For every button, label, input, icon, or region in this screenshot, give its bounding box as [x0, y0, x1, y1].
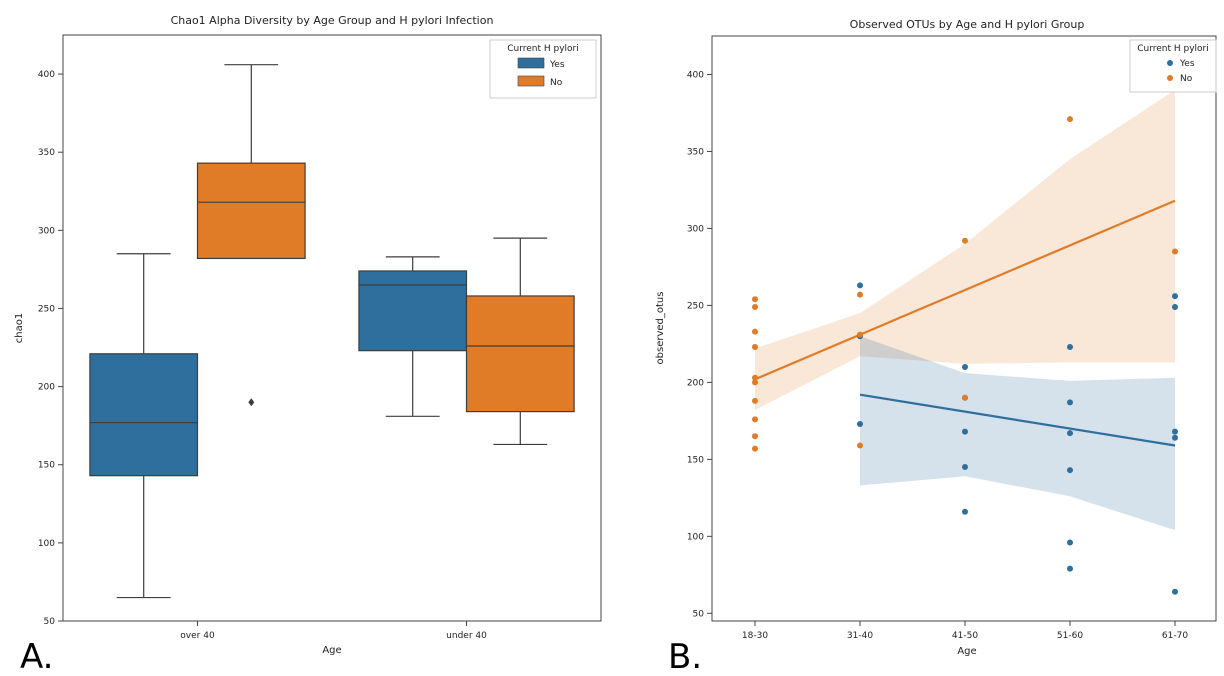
chart-b-marks: [752, 89, 1178, 595]
chart-b-plot-area: [711, 35, 1217, 622]
box-body: [465, 295, 575, 413]
chart-a-ytick-label: 300: [38, 226, 55, 236]
scatter-point-no: [752, 303, 758, 310]
scatter-point-no: [857, 331, 863, 338]
chart-b-xtick-label: 41-50: [952, 631, 978, 641]
chart-b-ytick-label: 300: [687, 224, 704, 234]
scatter-point-no: [752, 445, 758, 452]
chart-a-boxes: [89, 64, 575, 599]
box-body: [89, 353, 199, 477]
scatter-point-yes: [1172, 434, 1178, 441]
chart-a-legend-box: [489, 39, 597, 99]
scatter-point-no: [752, 343, 758, 350]
scatter-point-no: [752, 397, 758, 404]
scatter-point-yes: [962, 363, 968, 370]
scatter-point-yes: [1172, 588, 1178, 595]
chart-a-legend-swatch-no: [517, 75, 545, 87]
box-body: [196, 162, 306, 260]
panel-b-label: B.: [668, 637, 702, 676]
chart-a-title: Chao1 Alpha Diversity by Age Group and H…: [171, 14, 494, 27]
scatter-point-no: [962, 237, 968, 244]
scatter-point-yes: [857, 282, 863, 289]
chart-a-legend-swatch-yes: [517, 57, 545, 69]
box-body: [358, 270, 468, 352]
chart-a-ylabel: chao1: [14, 313, 25, 343]
scatter-point-no: [1172, 248, 1178, 255]
scatter-point-no: [752, 433, 758, 440]
scatter-point-no: [752, 379, 758, 386]
panel-a-label: A.: [20, 637, 53, 676]
scatter-point-yes: [857, 420, 863, 427]
scatter-point-no: [1067, 116, 1073, 123]
chart-a-xlabel: Age: [322, 645, 341, 656]
chart-b-legend-title: Current H pylori: [1137, 44, 1209, 54]
chart-a-ytick-label: 250: [38, 304, 55, 314]
chart-b-ytick-label: 50: [693, 609, 705, 619]
chart-a-legend: Current H pylori Yes No: [489, 39, 597, 99]
scatter-point-yes: [1172, 428, 1178, 435]
chart-b-legend-label-yes: Yes: [1179, 59, 1195, 69]
chart-b-y-axis: 50 100 150 200 250 300 350 400: [687, 70, 712, 619]
ci-band-no: [755, 89, 1175, 411]
chart-b-legend-marker-yes: [1167, 60, 1173, 66]
chart-a-ytick-label: 200: [38, 383, 55, 393]
scatter-point-yes: [1067, 565, 1073, 572]
scatter-point-yes: [1067, 539, 1073, 546]
chart-b-xtick-label: 18-30: [742, 631, 768, 641]
chart-b-x-axis: 18-30 31-40 41-50 51-60 61-70: [742, 621, 1188, 641]
scatter-point-yes: [1172, 293, 1178, 300]
chart-a-ytick-label: 400: [38, 70, 55, 80]
regression-line-yes: [859, 393, 1176, 447]
scatter-point-no: [857, 291, 863, 298]
chart-b-xtick-label: 61-70: [1162, 631, 1188, 641]
chart-a-ytick-label: 100: [38, 539, 55, 549]
chart-b-legend-marker-no: [1167, 75, 1173, 81]
scatter-point-yes: [962, 508, 968, 515]
chart-b-ylabel: observed_otus: [655, 292, 666, 365]
chart-b-ytick-label: 200: [687, 378, 704, 388]
scatter-point-yes: [1067, 467, 1073, 474]
ci-band-yes: [860, 336, 1175, 531]
regression-line-no: [754, 199, 1176, 381]
chart-a-x-axis: over 40 under 40: [180, 621, 487, 641]
scatter-point-no: [857, 442, 863, 449]
box-outlier: [248, 398, 255, 407]
scatter-point-yes: [1067, 399, 1073, 406]
chart-a-xtick-label: under 40: [446, 631, 487, 641]
chart-a-ytick-label: 350: [38, 148, 55, 158]
chart-a-y-axis: 50 100 150 200 250 300 350 400: [38, 70, 63, 627]
panel-a-boxplot: Chao1 Alpha Diversity by Age Group and H…: [14, 14, 602, 656]
scatter-point-no: [962, 394, 968, 401]
scatter-point-yes: [1067, 430, 1073, 437]
chart-b-legend: Current H pylori Yes No: [1129, 39, 1217, 93]
scatter-point-no: [752, 328, 758, 335]
chart-b-title: Observed OTUs by Age and H pylori Group: [850, 18, 1085, 31]
chart-a-xtick-label: over 40: [180, 631, 215, 641]
chart-b-ytick-label: 100: [687, 532, 704, 542]
chart-b-ytick-label: 250: [687, 301, 704, 311]
chart-b-xtick-label: 31-40: [847, 631, 873, 641]
chart-b-ytick-label: 150: [687, 455, 704, 465]
chart-b-legend-box: [1129, 39, 1217, 93]
chart-a-legend-label-yes: Yes: [549, 60, 565, 70]
scatter-point-yes: [962, 428, 968, 435]
scatter-point-yes: [1172, 303, 1178, 310]
panel-b-scatter: Observed OTUs by Age and H pylori Group …: [655, 18, 1217, 657]
chart-a-plot-area: [62, 34, 602, 622]
chart-b-ytick-label: 400: [687, 70, 704, 80]
scatter-point-yes: [1067, 343, 1073, 350]
chart-a-legend-label-no: No: [550, 78, 563, 88]
chart-b-legend-label-no: No: [1180, 74, 1193, 84]
chart-b-ytick-label: 350: [687, 147, 704, 157]
chart-b-xlabel: Age: [957, 646, 976, 657]
scatter-point-yes: [962, 464, 968, 471]
scatter-point-no: [752, 374, 758, 381]
chart-b-xtick-label: 51-60: [1057, 631, 1083, 641]
chart-a-ytick-label: 150: [38, 461, 55, 471]
scatter-point-no: [752, 296, 758, 303]
chart-a-legend-title: Current H pylori: [507, 44, 579, 54]
chart-a-ytick-label: 50: [44, 617, 56, 627]
scatter-point-no: [752, 416, 758, 423]
